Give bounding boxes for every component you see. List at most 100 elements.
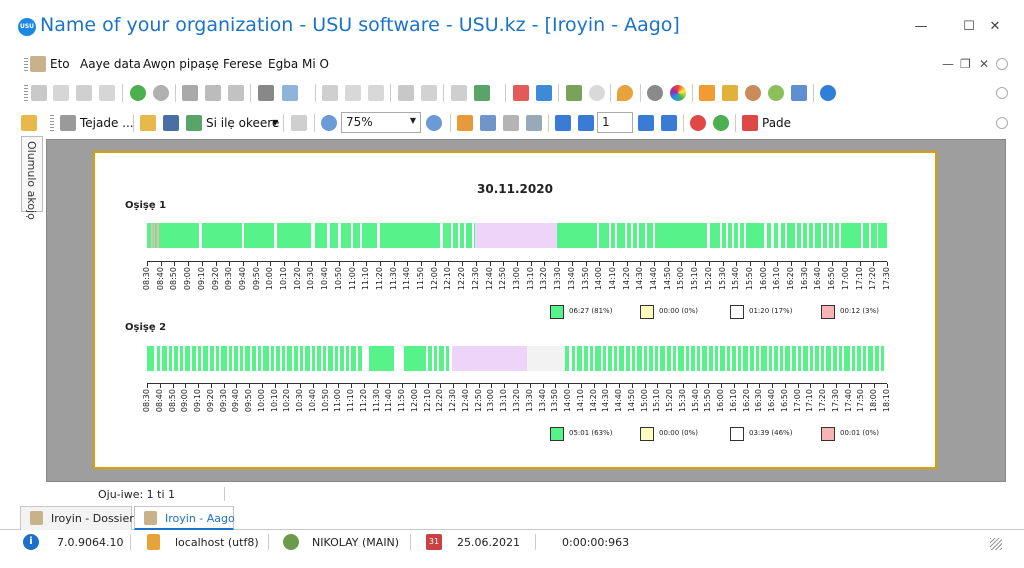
users-icon[interactable]: [768, 85, 784, 101]
zoom-in-icon[interactable]: [321, 115, 337, 131]
activity-segment: [340, 346, 344, 371]
multi-page-icon[interactable]: [457, 115, 473, 131]
rss-icon[interactable]: [699, 85, 715, 101]
close-preview-button[interactable]: Pade: [762, 116, 792, 130]
location-pin-icon[interactable]: [617, 85, 633, 101]
tab-iroyin-dossier[interactable]: Iroyin - Dossier: [20, 506, 134, 530]
exit-icon[interactable]: [566, 85, 582, 101]
menu-ferese[interactable]: Ferese: [223, 57, 263, 71]
info-icon[interactable]: [820, 85, 836, 101]
maximize-button[interactable]: ☐: [963, 19, 975, 34]
page-layout-icon[interactable]: [480, 115, 496, 131]
axis-tick: [530, 384, 531, 388]
navigate-icon[interactable]: [589, 85, 605, 101]
activity-segment: [312, 346, 315, 371]
note-icon[interactable]: [421, 85, 437, 101]
reload-icon[interactable]: [713, 115, 729, 131]
activity-segment: [353, 223, 360, 248]
tick-label: 11:30: [389, 267, 398, 291]
folder-panel-icon[interactable]: [21, 115, 37, 131]
menu-eto[interactable]: Eto: [50, 57, 70, 71]
mdi-restore-button[interactable]: ❐: [960, 57, 971, 71]
axis-tick: [823, 384, 824, 388]
edit-page-icon[interactable]: [526, 115, 542, 131]
mdi-close-button[interactable]: ✕: [979, 57, 990, 71]
expand-all-icon[interactable]: [368, 85, 384, 101]
collapse-all-icon[interactable]: [345, 85, 361, 101]
page-status: Oju-iwe: 1 ti 1: [98, 488, 176, 501]
activity-segment: [277, 223, 311, 248]
menu-grip[interactable]: [24, 58, 28, 72]
zoom-select[interactable]: 75% ▼: [341, 112, 421, 133]
user-icon[interactable]: [745, 85, 761, 101]
insert-row-icon[interactable]: [398, 85, 414, 101]
color-palette-icon[interactable]: [670, 85, 686, 101]
previous-page-icon[interactable]: [578, 115, 594, 131]
flag-icon[interactable]: [258, 85, 274, 101]
activity-segment: [577, 346, 582, 371]
lock-icon[interactable]: [722, 85, 738, 101]
export-icon[interactable]: [186, 115, 202, 131]
next-page-icon[interactable]: [638, 115, 654, 131]
printer-icon[interactable]: [60, 115, 76, 131]
print-icon[interactable]: [31, 85, 47, 101]
export-dropdown-icon[interactable]: ▼: [272, 118, 279, 127]
page-number-input[interactable]: 1: [597, 112, 633, 133]
close-button[interactable]: ✕: [989, 19, 1001, 34]
save-icon[interactable]: [163, 115, 179, 131]
open-folder-icon[interactable]: [140, 115, 156, 131]
axis-tick: [632, 384, 633, 388]
image-icon[interactable]: [282, 85, 298, 101]
activity-segment: [871, 223, 877, 248]
settings-gear-icon[interactable]: [647, 85, 663, 101]
import-icon[interactable]: [451, 85, 467, 101]
first-page-icon[interactable]: [555, 115, 571, 131]
legend-text: 00:00 (0%): [659, 429, 698, 437]
collapse-toolbar-icon[interactable]: [996, 58, 1008, 70]
find-icon[interactable]: [503, 115, 519, 131]
activity-segment: [453, 223, 458, 248]
chevron-down-icon[interactable]: ▼: [409, 116, 416, 125]
resize-grip-icon[interactable]: [990, 538, 1002, 550]
export-button[interactable]: Si ilẹ okeere: [206, 116, 280, 130]
filter-icon[interactable]: [182, 85, 198, 101]
activity-segment: [276, 346, 280, 371]
pin-icon[interactable]: [791, 85, 807, 101]
new-window-icon[interactable]: [513, 85, 529, 101]
filter-settings-icon[interactable]: [228, 85, 244, 101]
window-icon[interactable]: [536, 85, 552, 101]
toolbar-grip[interactable]: [50, 115, 54, 131]
stop-icon[interactable]: [690, 115, 706, 131]
toolbar2-overflow-icon[interactable]: [996, 117, 1008, 129]
print-button[interactable]: Tejade ...: [80, 116, 134, 130]
mdi-minimize-button[interactable]: —: [942, 57, 954, 71]
close-preview-icon[interactable]: [742, 115, 758, 131]
user-list-side-tab[interactable]: Olumulo akojọ: [21, 136, 43, 220]
toolbar-overflow-icon[interactable]: [996, 87, 1008, 99]
edit-icon[interactable]: [76, 85, 92, 101]
excel-export-icon[interactable]: [474, 85, 490, 101]
copy-icon[interactable]: [53, 85, 69, 101]
delete-icon[interactable]: [99, 85, 115, 101]
menu-aaye-data[interactable]: Aaye data: [80, 57, 141, 71]
axis-tick: [211, 384, 212, 388]
search-icon[interactable]: [153, 85, 169, 101]
last-page-icon[interactable]: [661, 115, 677, 131]
activity-segment: [162, 346, 167, 371]
activity-segment: [240, 346, 243, 371]
filter-clear-icon[interactable]: [205, 85, 221, 101]
toolbar-grip[interactable]: [24, 85, 28, 101]
activity-segment: [792, 346, 796, 371]
menu-awon-pipase[interactable]: Awọn pipaṣẹ: [143, 57, 219, 71]
zoom-out-icon[interactable]: [426, 115, 442, 131]
report-preview-area[interactable]: 30.11.2020 Oṣiṣẹ 1 08:30 08:40 08:50 09:00 09…: [46, 139, 1006, 482]
minimize-button[interactable]: —: [914, 19, 928, 34]
tick-label: 12:00: [410, 389, 419, 413]
tick-label: 17:40: [844, 389, 853, 413]
columns-icon[interactable]: [322, 85, 338, 101]
page-setup-icon[interactable]: [291, 115, 307, 131]
legend-swatch: [640, 427, 654, 441]
refresh-icon[interactable]: [130, 85, 146, 101]
tab-iroyin-aago[interactable]: Iroyin - Aago: [134, 506, 235, 530]
menu-egba-mi-o[interactable]: Egba Mi O: [268, 57, 329, 71]
